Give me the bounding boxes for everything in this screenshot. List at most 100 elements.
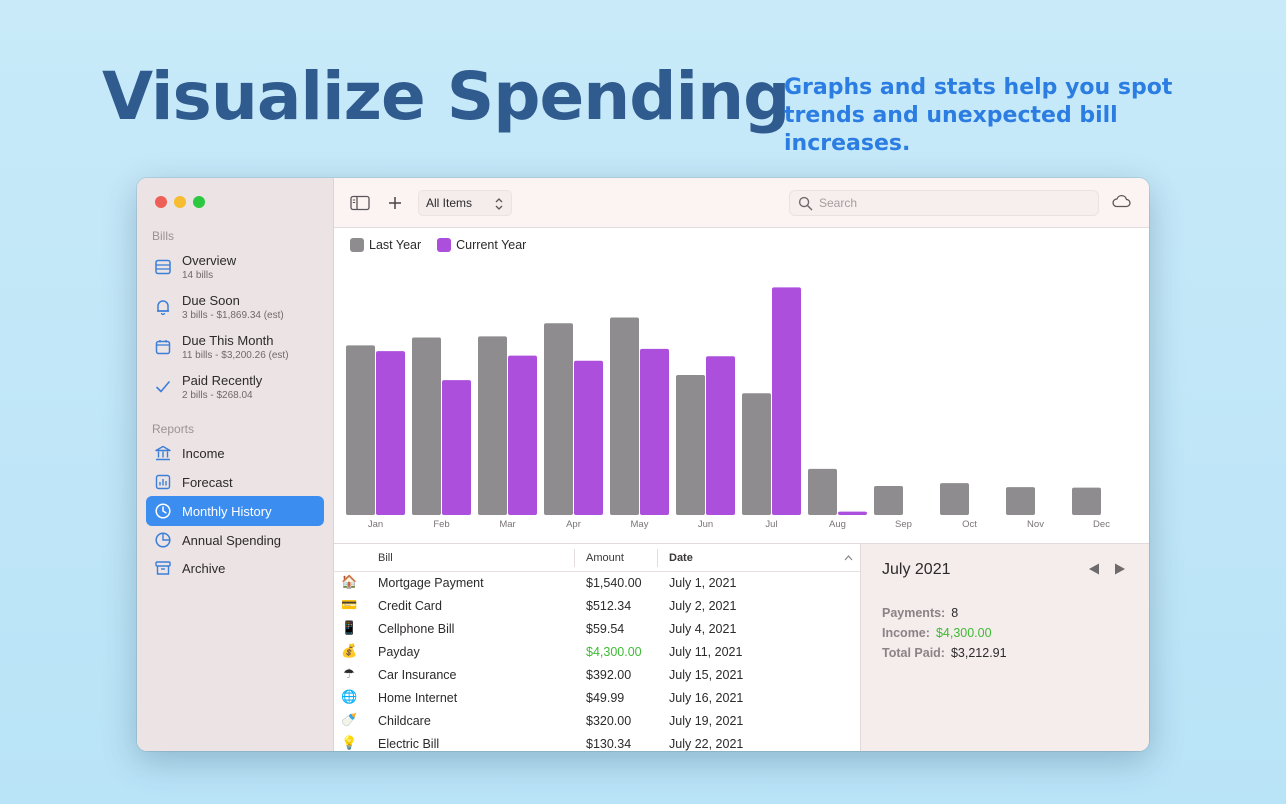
previous-month-button[interactable] (1087, 562, 1101, 580)
table-row[interactable]: 🏠 Mortgage Payment $1,540.00 July 1, 2021 (334, 572, 861, 595)
sidebar-item-sub: 2 bills - $268.04 (182, 390, 253, 401)
bill-amount: $49.99 (586, 691, 625, 705)
chart-icon (154, 473, 172, 491)
payments-stat: Payments: 8 (882, 606, 958, 620)
bar-last-year-mar[interactable] (478, 336, 507, 515)
cloud-icon (1112, 195, 1131, 208)
detail-month-title: July 2021 (882, 561, 951, 578)
chart-legend: Last Year Current Year (350, 238, 526, 252)
bar-last-year-oct[interactable] (940, 483, 969, 515)
legend-item-current-year[interactable]: Current Year (437, 238, 526, 252)
legend-item-last-year[interactable]: Last Year (350, 238, 421, 252)
bar-current-year-may[interactable] (640, 348, 669, 515)
table-row[interactable]: 💳 Credit Card $512.34 July 2, 2021 (334, 595, 861, 618)
x-tick-label: Nov (1027, 519, 1044, 530)
table-row[interactable]: 📱 Cellphone Bill $59.54 July 4, 2021 (334, 618, 861, 641)
bill-amount: $59.54 (586, 622, 625, 636)
bell-icon (154, 298, 172, 316)
pie-icon (154, 531, 172, 549)
bar-current-year-jun[interactable] (706, 356, 735, 515)
filter-select[interactable]: All Items (418, 190, 512, 216)
stat-value: $3,212.91 (950, 646, 1007, 660)
monthly-history-chart: Last Year Current Year Jan Feb Mar Apr May Ju… (334, 228, 1149, 544)
column-divider (574, 549, 575, 567)
table-row[interactable]: 💡 Electric Bill $130.34 July 22, 2021 (334, 733, 861, 751)
archive-icon (154, 559, 172, 577)
sidebar-item-forecast[interactable]: Forecast (146, 467, 324, 497)
bar-last-year-apr[interactable] (544, 323, 573, 515)
bill-name: Credit Card (378, 599, 442, 613)
sidebar: Bills Overview 14 bills Due Soon 3 bills… (137, 178, 334, 751)
table-row[interactable]: ☂ Car Insurance $392.00 July 15, 2021 (334, 664, 861, 687)
search-field[interactable] (789, 190, 1099, 216)
sidebar-item-label: Overview (182, 253, 237, 268)
minimize-button[interactable] (174, 196, 186, 208)
toggle-sidebar-button[interactable] (349, 193, 371, 213)
sidebar-item-archive[interactable]: Archive (146, 553, 324, 583)
clock-icon (154, 502, 172, 520)
bill-name: Childcare (378, 714, 431, 728)
column-header-date[interactable]: Date (669, 552, 693, 564)
table-header (334, 544, 861, 572)
next-month-button[interactable] (1113, 562, 1127, 580)
bill-date: July 4, 2021 (669, 622, 737, 636)
month-detail-panel: July 2021 Payments: 8 Income: $4,300.00 To… (861, 544, 1149, 751)
x-tick-label: Dec (1093, 519, 1110, 530)
bar-current-year-feb[interactable] (442, 380, 471, 515)
close-button[interactable] (155, 196, 167, 208)
bill-amount: $320.00 (586, 714, 632, 728)
bill-date: July 11, 2021 (669, 645, 743, 659)
bar-last-year-sep[interactable] (874, 485, 903, 515)
sidebar-item-sub: 14 bills (182, 270, 214, 281)
x-tick-label: Apr (566, 519, 581, 530)
bar-current-year-apr[interactable] (574, 360, 603, 515)
search-input[interactable] (819, 196, 1079, 210)
add-bill-button[interactable] (384, 193, 406, 213)
bill-name: Car Insurance (378, 668, 457, 682)
table-row[interactable]: 🍼 Childcare $320.00 July 19, 2021 (334, 710, 861, 733)
bar-current-year-jul[interactable] (772, 287, 801, 515)
bill-amount: $4,300.00 (586, 645, 642, 659)
sidebar-item-due-soon[interactable]: Due Soon 3 bills - $1,869.34 (est) (146, 288, 324, 326)
sync-button[interactable] (1110, 193, 1132, 213)
bar-last-year-jan[interactable] (346, 345, 375, 515)
bar-last-year-jun[interactable] (676, 375, 705, 515)
legend-swatch (437, 238, 452, 252)
column-header-bill[interactable]: Bill (378, 552, 393, 564)
sidebar-item-income[interactable]: Income (146, 438, 324, 468)
zoom-button[interactable] (193, 196, 205, 208)
triangle-right-icon (1115, 563, 1125, 575)
bar-last-year-aug[interactable] (808, 468, 837, 515)
bill-icon: 💰 (341, 643, 358, 658)
bill-date: July 19, 2021 (669, 714, 744, 728)
bar-last-year-dec[interactable] (1072, 487, 1101, 515)
bar-current-year-mar[interactable] (508, 355, 537, 515)
sidebar-item-overview[interactable]: Overview 14 bills (146, 248, 324, 286)
sidebar-item-label: Income (182, 445, 225, 461)
bill-icon: ☂ (343, 666, 355, 681)
bar-last-year-may[interactable] (610, 317, 639, 515)
triangle-left-icon (1089, 563, 1099, 575)
bill-name: Home Internet (378, 691, 458, 705)
bills-section-label: Bills (152, 229, 175, 243)
bill-date: July 16, 2021 (669, 691, 744, 705)
table-row[interactable]: 💰 Payday $4,300.00 July 11, 2021 (334, 641, 861, 664)
bar-current-year-aug[interactable] (838, 511, 867, 515)
bar-last-year-jul[interactable] (742, 393, 771, 515)
income-stat: Income: $4,300.00 (882, 626, 992, 640)
bar-last-year-feb[interactable] (412, 337, 441, 515)
bar-last-year-nov[interactable] (1006, 487, 1035, 515)
column-header-amount[interactable]: Amount (586, 552, 624, 564)
stat-value: 8 (951, 606, 959, 620)
sidebar-item-label: Forecast (182, 474, 233, 490)
sidebar-item-monthly-history[interactable]: Monthly History (146, 496, 324, 526)
sidebar-item-label: Paid Recently (182, 373, 263, 388)
sidebar-item-annual-spending[interactable]: Annual Spending (146, 525, 324, 555)
bill-name: Electric Bill (378, 737, 440, 751)
sidebar-item-paid-recently[interactable]: Paid Recently 2 bills - $268.04 (146, 368, 324, 406)
bar-current-year-jan[interactable] (376, 351, 405, 515)
x-tick-label: Sep (895, 519, 912, 530)
sort-ascending-icon[interactable] (844, 554, 853, 562)
sidebar-item-due-this-month[interactable]: Due This Month 11 bills - $3,200.26 (est… (146, 328, 324, 366)
table-row[interactable]: 🌐 Home Internet $49.99 July 16, 2021 (334, 687, 861, 710)
